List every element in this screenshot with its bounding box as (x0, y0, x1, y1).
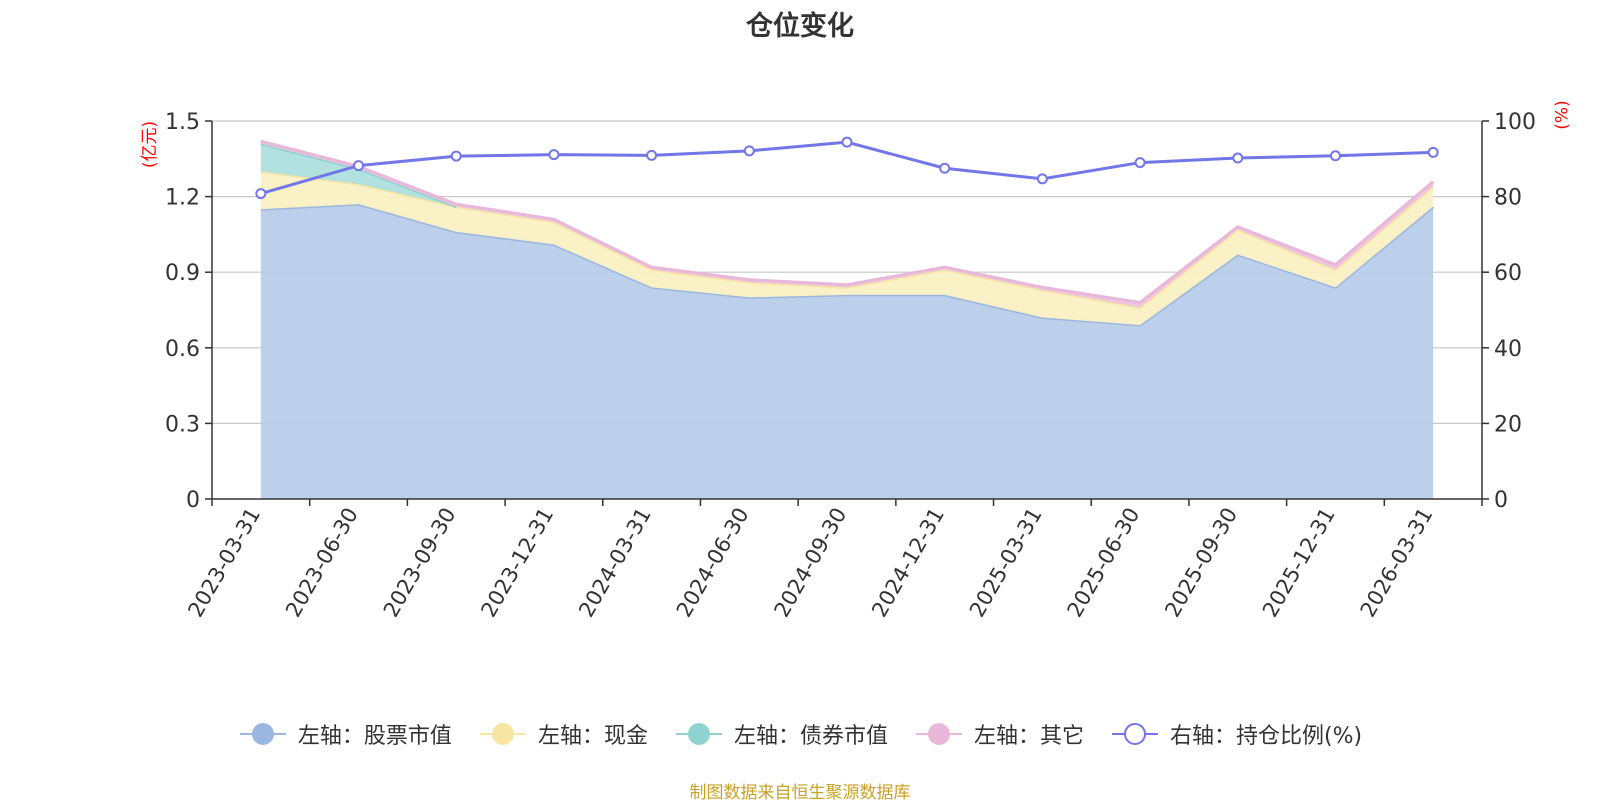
left-tick-label: 1.2 (165, 186, 200, 211)
ratio-point (1427, 146, 1439, 158)
left-tick-label: 1.5 (165, 110, 200, 135)
ratio-point (1329, 150, 1341, 162)
ratio-point (1232, 152, 1244, 164)
data-source-note: 制图数据来自恒生聚源数据库 (689, 783, 911, 803)
legend-ratio-label: 右轴：持仓比例(%) (1169, 724, 1363, 749)
ratio-line (255, 136, 1439, 200)
ratio-point (1134, 157, 1146, 169)
x-tick-label: 2024-12-31 (867, 504, 949, 622)
ratio-point (353, 160, 365, 172)
right-tick-label: 80 (1494, 186, 1522, 211)
ratio-point (548, 149, 560, 161)
legend-item-ratio[interactable]: 右轴：持仓比例(%) (1110, 718, 1362, 750)
legend-cash-marker (479, 723, 526, 745)
left-tick-label: 0.3 (165, 412, 200, 437)
ratio-point (450, 150, 462, 162)
right-tick-label: 100 (1494, 110, 1536, 135)
x-tick-label: 2026-03-31 (1356, 504, 1438, 622)
ratio-point (646, 149, 658, 161)
legend-bond-label: 左轴：债券市值 (733, 724, 888, 749)
x-tick-label: 2023-12-31 (476, 504, 558, 622)
legend-cash-label: 左轴：现金 (537, 724, 648, 749)
right-tick-label: 40 (1494, 337, 1522, 362)
area-0 (260, 204, 1434, 499)
x-tick-label: 2024-09-30 (770, 504, 852, 622)
left-tick-label: 0.6 (165, 337, 200, 362)
legend-other-marker (915, 723, 962, 745)
x-tick-label: 2023-09-30 (379, 504, 461, 622)
ratio-point (841, 136, 853, 148)
x-tick-label: 2023-06-30 (281, 504, 363, 622)
ratio-point (743, 145, 755, 157)
legend-item-stock[interactable]: 左轴：股票市值 (238, 718, 452, 750)
legend-stock-label: 左轴：股票市值 (297, 724, 452, 749)
x-tick-label: 2025-06-30 (1063, 504, 1145, 622)
x-tick-label: 2025-03-31 (965, 504, 1047, 622)
right-tick-label: 60 (1494, 261, 1522, 286)
right-tick-label: 0 (1494, 488, 1508, 513)
left-tick-label: 0 (186, 488, 200, 513)
chart-legend: 左轴：股票市值 左轴：现金 左轴：债券市值 左轴：其它 右轴：持仓比例(%) (0, 718, 1600, 750)
left-tick-label: 0.9 (165, 261, 200, 286)
x-tick-label: 2024-06-30 (672, 504, 754, 622)
ratio-point (939, 162, 951, 174)
x-tick-label: 2025-12-31 (1258, 504, 1340, 622)
stacked-areas (260, 139, 1435, 499)
legend-stock-marker (239, 723, 286, 745)
legend-ratio-marker (1111, 723, 1158, 745)
ratio-point (255, 188, 267, 200)
legend-item-other[interactable]: 左轴：其它 (914, 718, 1084, 750)
legend-bond-marker (675, 723, 722, 745)
legend-other-label: 左轴：其它 (973, 724, 1084, 749)
x-tick-label: 2024-03-31 (574, 504, 656, 622)
area-1 (260, 171, 1434, 326)
chart-title: 仓位变化 (746, 11, 854, 42)
legend-item-bond[interactable]: 左轴：债券市值 (674, 718, 888, 750)
legend-item-cash[interactable]: 左轴：现金 (478, 718, 648, 750)
ratio-line-path (260, 140, 1434, 196)
right-tick-label: 20 (1494, 412, 1522, 437)
ratio-point (1036, 173, 1048, 185)
x-tick-label: 2023-03-31 (183, 504, 265, 622)
area-edge-3 (260, 139, 1435, 305)
x-tick-label: 2025-09-30 (1160, 504, 1242, 622)
